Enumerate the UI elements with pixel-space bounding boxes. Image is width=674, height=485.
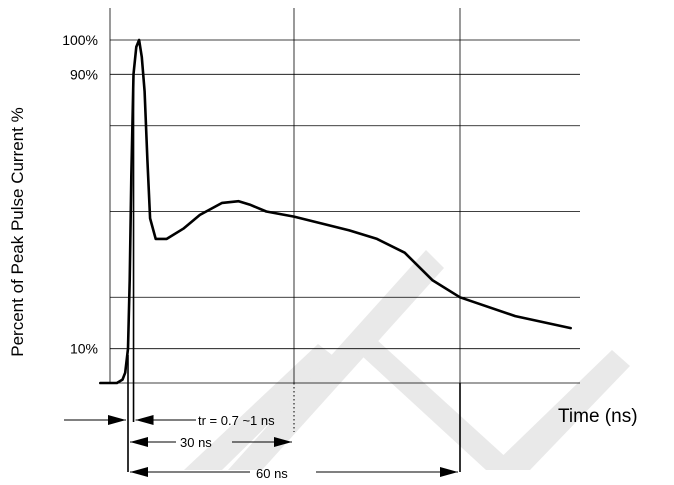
y-tick-labels: 100% 90% 10% — [62, 32, 98, 357]
arrow-head — [440, 467, 458, 477]
time-annotations: tr = 0.7 ~1 ns 30 ns 60 ns — [64, 74, 461, 481]
chart-grid — [109, 8, 580, 384]
pulse-current-line — [99, 38, 572, 385]
y-tick-label: 100% — [62, 32, 98, 48]
annotation-60ns: 60 ns — [256, 466, 288, 481]
x-axis-label: Time (ns) — [558, 406, 638, 427]
watermark — [184, 250, 630, 470]
y-axis-label: Percent of Peak Pulse Current % — [8, 107, 27, 356]
series-layer — [99, 38, 572, 385]
tr-annotation: tr = 0.7 ~1 ns — [198, 413, 275, 428]
arrow-head — [108, 415, 126, 425]
y-tick-label: 90% — [70, 66, 98, 82]
y-tick-label: 10% — [70, 341, 98, 357]
arrow-head — [274, 437, 292, 447]
annotation-30ns: 30 ns — [180, 435, 212, 450]
